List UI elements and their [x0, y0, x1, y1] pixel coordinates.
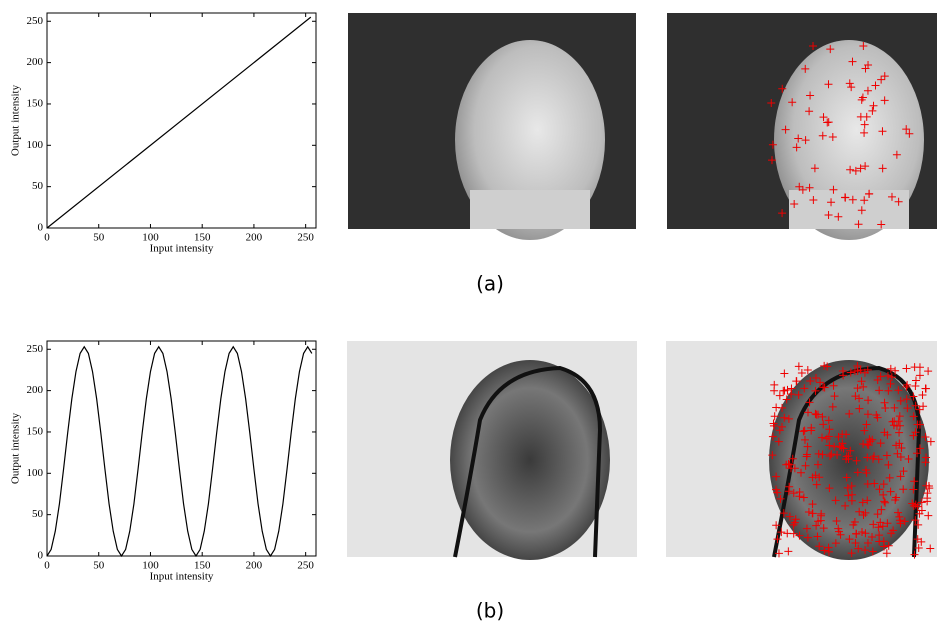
y-tick-label: 250: [27, 343, 44, 355]
x-tick-label: 0: [44, 232, 50, 244]
x-tick-label: 50: [93, 560, 105, 572]
x-axis-label: Input intensity: [150, 243, 214, 255]
caption: (b): [476, 599, 504, 623]
photo-b-plain: [347, 341, 637, 560]
y-tick-label: 50: [32, 508, 44, 520]
feature-markers: [768, 361, 935, 559]
y-axis-label: Output intensity: [10, 412, 22, 484]
y-axis-label: Output intensity: [10, 84, 22, 156]
plot-frame: [46, 340, 317, 557]
y-tick-label: 200: [27, 384, 44, 396]
x-tick-label: 200: [246, 560, 263, 572]
caption: (a): [476, 272, 504, 296]
x-tick-label: 150: [194, 232, 211, 244]
y-tick-label: 250: [27, 15, 44, 27]
y-tick-label: 0: [38, 222, 44, 234]
y-tick-label: 150: [27, 97, 44, 109]
photo-a-features: [667, 13, 937, 240]
x-tick-label: 250: [297, 232, 314, 244]
x-tick-label: 0: [44, 560, 50, 572]
x-tick-label: 50: [93, 232, 105, 244]
feature-markers: [767, 41, 914, 229]
x-tick-label: 100: [142, 560, 159, 572]
y-tick-label: 200: [27, 56, 44, 68]
y-tick-label: 0: [38, 550, 44, 562]
photo-a-plain: [348, 13, 636, 240]
y-tick-label: 150: [27, 425, 44, 437]
data-line: [46, 345, 313, 558]
y-tick-label: 50: [32, 180, 44, 192]
x-tick-label: 150: [194, 560, 211, 572]
x-axis-label: Input intensity: [150, 571, 214, 583]
plot-frame: [46, 12, 317, 229]
y-tick-label: 100: [27, 467, 44, 479]
data-line: [46, 16, 312, 229]
photo-b-features: [666, 341, 937, 560]
x-tick-label: 250: [297, 560, 314, 572]
y-tick-label: 100: [27, 139, 44, 151]
x-tick-label: 100: [142, 232, 159, 244]
x-tick-label: 200: [246, 232, 263, 244]
